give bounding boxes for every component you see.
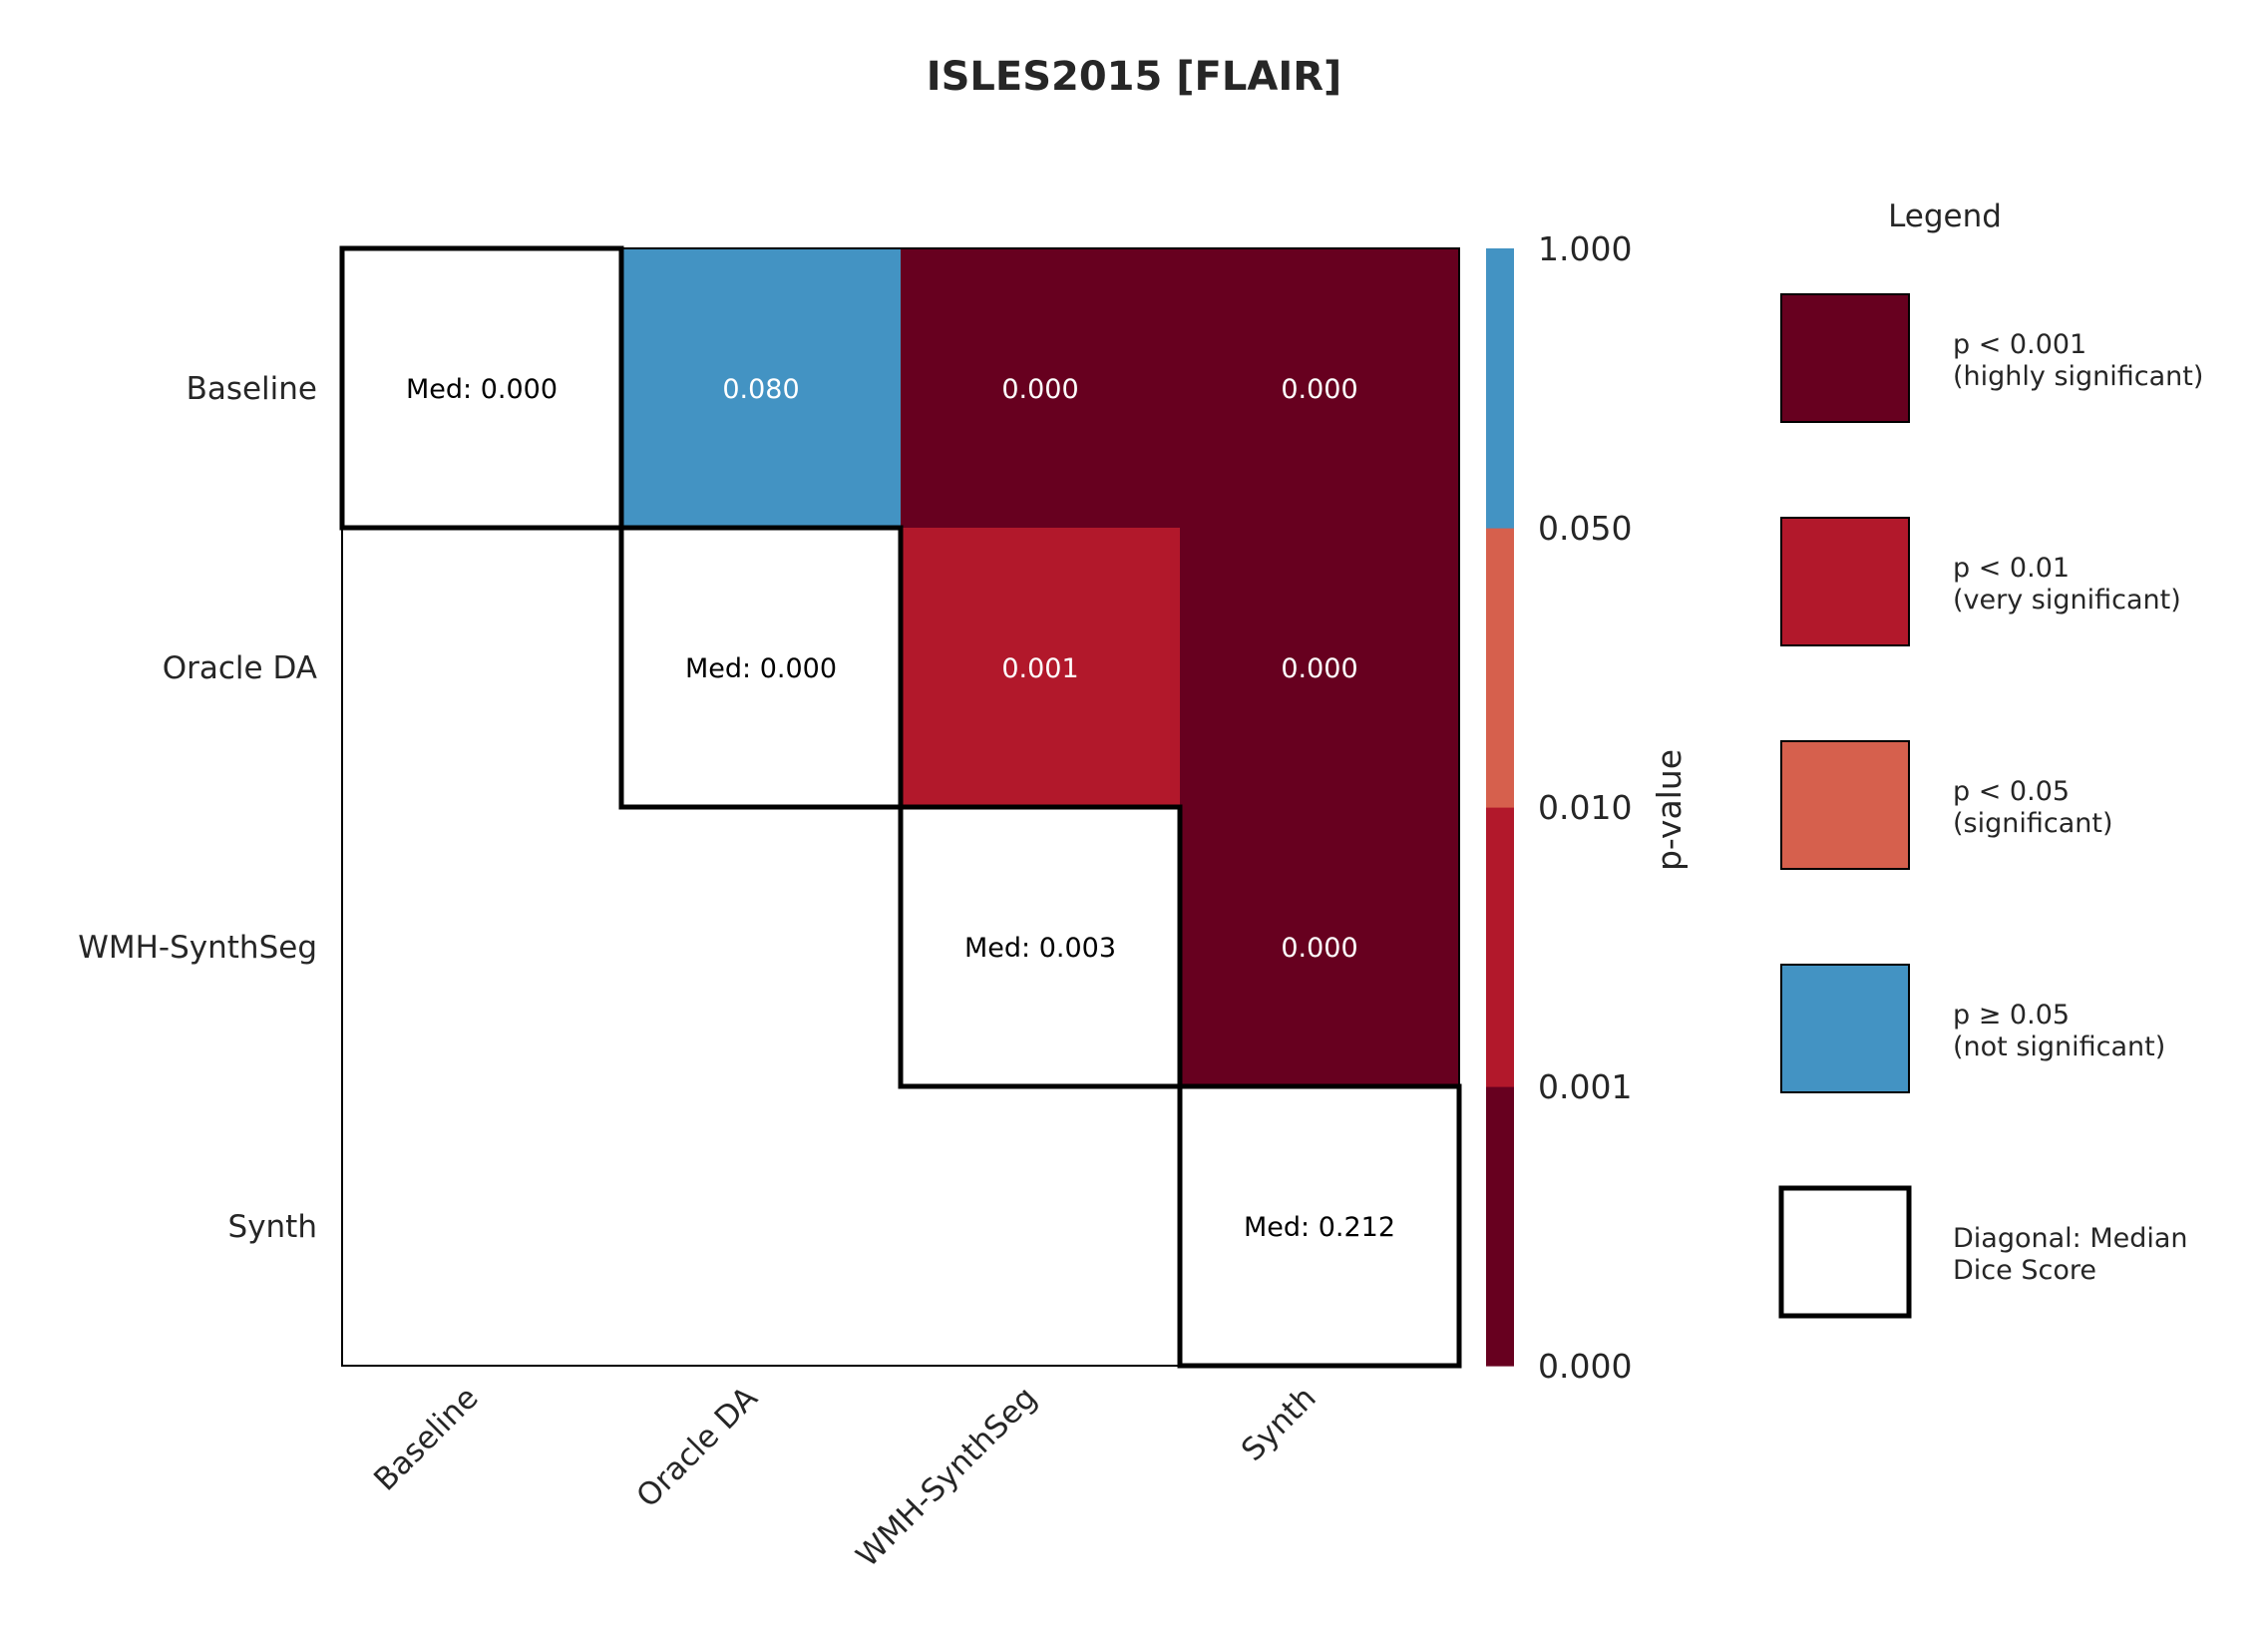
- legend-swatch: [1780, 293, 1910, 423]
- p-value-label: 0.001: [1001, 653, 1078, 684]
- row-label: Synth: [228, 1209, 317, 1245]
- chart-title: ISLES2015 [FLAIR]: [927, 54, 1342, 100]
- median-label: Med: 0.000: [685, 653, 837, 684]
- column-labels: Baseline Oracle DA WMH-SynthSeg Synth: [367, 1380, 1323, 1574]
- legend-swatch: [1780, 964, 1910, 1093]
- colorbar-tick-label: 1.000: [1538, 229, 1632, 268]
- legend-item-label: Diagonal: Median: [1953, 1223, 2188, 1254]
- row-label: WMH-SynthSeg: [78, 930, 317, 966]
- diagonal-median-box: [898, 804, 1183, 1089]
- legend-swatch: [1780, 740, 1910, 870]
- p-value-label: 0.080: [722, 374, 799, 405]
- diagonal-median-box: [339, 245, 624, 531]
- legend-item-sublabel: (very significant): [1953, 585, 2181, 616]
- row-labels: Baseline Oracle DA WMH-SynthSeg Synth: [78, 371, 317, 1245]
- legend-item-label: p < 0.001: [1953, 329, 2086, 360]
- heatmap-cell: [901, 528, 1181, 808]
- legend-item-label: p < 0.01: [1953, 553, 2070, 584]
- column-label: Synth: [1235, 1380, 1323, 1468]
- legend-item-sublabel: (not significant): [1953, 1031, 2165, 1062]
- diagonal-median-box: [618, 525, 904, 810]
- column-label: Oracle DA: [629, 1380, 764, 1514]
- heatmap-cell: [901, 248, 1181, 529]
- colorbar-tick-label: 0.010: [1538, 788, 1632, 827]
- row-label: Oracle DA: [163, 650, 317, 686]
- median-label: Med: 0.003: [964, 933, 1116, 964]
- diagonal-median-box: [1177, 1083, 1462, 1369]
- colorbar-tick-label: 0.001: [1538, 1067, 1632, 1106]
- legend: Legend p < 0.001(highly significant) p < …: [1778, 199, 2203, 1319]
- legend-item-sublabel: Dice Score: [1953, 1255, 2096, 1286]
- legend-title: Legend: [1888, 199, 2002, 234]
- colorbar-label: p-value: [1650, 749, 1689, 871]
- legend-item-sublabel: (significant): [1953, 808, 2112, 839]
- heatmap-cell: [621, 248, 902, 529]
- legend-item-sublabel: (highly significant): [1953, 361, 2203, 392]
- legend-swatch: [1778, 1185, 1912, 1319]
- colorbar-band: [1486, 1086, 1514, 1367]
- colorbar-tick-label: 0.050: [1538, 509, 1632, 548]
- column-label: Baseline: [367, 1380, 485, 1497]
- legend-swatch: [1780, 517, 1910, 646]
- heatmap-cell: [1180, 807, 1460, 1087]
- median-label: Med: 0.000: [406, 374, 558, 405]
- heatmap-cell: [1180, 248, 1460, 529]
- colorbar-tick-label: 0.000: [1538, 1347, 1632, 1386]
- column-label: WMH-SynthSeg: [850, 1380, 1044, 1574]
- p-value-label: 0.000: [1281, 374, 1357, 405]
- p-value-label: 0.000: [1281, 933, 1357, 964]
- legend-item-label: p ≥ 0.05: [1953, 1000, 2070, 1030]
- heatmap-grid: Med: 0.000 0.080 0.000 0.000 Med: 0.000 0.001…: [339, 245, 1462, 1369]
- p-value-label: 0.000: [1281, 653, 1357, 684]
- legend-item-label: p < 0.05: [1953, 776, 2070, 807]
- row-label: Baseline: [187, 371, 317, 407]
- colorbar-band: [1486, 248, 1514, 529]
- heatmap-frame: [341, 247, 1460, 1367]
- colorbar: 0.000 0.001 0.010 0.050 1.000: [1486, 229, 1632, 1386]
- median-label: Med: 0.212: [1244, 1212, 1395, 1243]
- p-value-label: 0.000: [1001, 374, 1078, 405]
- heatmap-cell: [1180, 528, 1460, 808]
- colorbar-band: [1486, 528, 1514, 808]
- colorbar-band: [1486, 807, 1514, 1087]
